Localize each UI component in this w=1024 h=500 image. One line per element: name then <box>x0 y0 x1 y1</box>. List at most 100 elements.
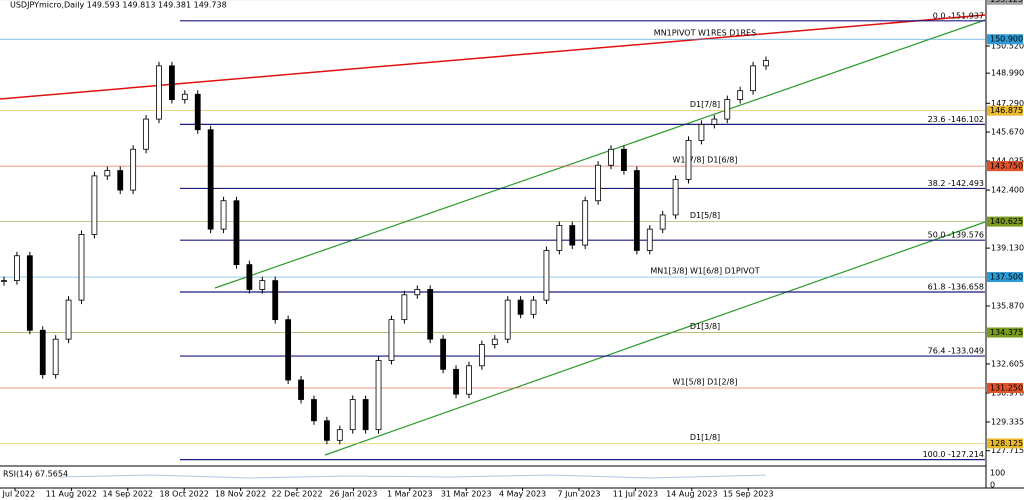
level-label: W1[7/8] D1[6/8] <box>672 156 737 165</box>
y-tick-label: 145.670 <box>991 128 1024 137</box>
candle <box>181 93 188 100</box>
x-tick-label: 14 Sep 2022 <box>102 490 153 499</box>
level-price-box <box>987 272 1023 283</box>
y-tick-label: 144.035 <box>991 157 1024 166</box>
candle <box>130 148 137 191</box>
channel-lower <box>324 221 986 456</box>
x-tick-label: 26 Jan 2023 <box>329 490 377 499</box>
candle <box>220 200 227 230</box>
candle <box>311 399 317 422</box>
candle <box>737 90 744 100</box>
level-price: 137.500 <box>990 273 1023 282</box>
candle <box>659 214 666 230</box>
x-tick-label: 11 Jul 2023 <box>613 490 658 499</box>
candle <box>401 294 408 321</box>
candle <box>763 60 769 67</box>
level-price: 140.625 <box>990 217 1023 226</box>
fib-label: 76.4 -133.049 <box>928 347 984 356</box>
y-tick-label: 135.870 <box>991 301 1024 310</box>
candle <box>530 299 537 315</box>
candle <box>569 225 576 246</box>
candle <box>427 289 434 340</box>
level-label: D1[1/8] <box>690 433 720 442</box>
candle <box>453 368 459 395</box>
fib-label: 100.0 -127.214 <box>923 450 984 459</box>
level-price: 143.750 <box>990 162 1023 171</box>
candle <box>285 319 292 381</box>
x-tick-label: 31 Mar 2023 <box>441 490 492 499</box>
candle <box>543 250 550 301</box>
level-label: MN1PIVOT W1RES D1RES <box>654 29 756 38</box>
rsi-line <box>59 474 767 479</box>
level-price-box <box>987 161 1023 172</box>
candle <box>65 299 72 340</box>
candle <box>440 338 447 370</box>
candle <box>466 365 472 395</box>
level-price-box <box>987 327 1023 338</box>
candle <box>724 99 731 120</box>
candle <box>633 170 640 251</box>
y-tick-label: 127.715 <box>991 446 1024 455</box>
candle <box>39 329 46 376</box>
y-tick-label: 139.130 <box>991 244 1024 253</box>
channel-upper <box>214 19 986 289</box>
candle <box>233 200 240 266</box>
candle <box>246 264 253 290</box>
level-price: 153.125 <box>990 0 1023 4</box>
y-tick-label: 132.605 <box>991 359 1024 368</box>
candle <box>117 170 124 191</box>
candle <box>491 338 498 345</box>
y-tick-label: 148.990 <box>991 69 1024 78</box>
candle <box>349 399 356 431</box>
rsi-label: RSI(14) 67.5654 <box>3 470 68 479</box>
x-tick-label: 14 Aug 2023 <box>666 490 717 499</box>
candle <box>621 148 627 171</box>
candle <box>26 255 33 331</box>
candle <box>478 344 485 367</box>
level-price-box <box>987 438 1023 449</box>
x-tick-label: 11 Aug 2022 <box>46 490 97 499</box>
fib-label: 23.6 -146.102 <box>928 115 984 124</box>
candle <box>14 255 20 281</box>
fib-label: 50.0 -139.576 <box>928 231 984 240</box>
rsi-tick-label: 0 <box>990 481 995 490</box>
candle <box>556 225 563 251</box>
candle <box>336 429 343 441</box>
candle <box>517 299 524 315</box>
candle <box>362 399 369 431</box>
candle <box>388 319 395 361</box>
y-tick-label: 147.290 <box>991 99 1024 108</box>
candle <box>104 170 111 177</box>
x-tick-label: 1 Mar 2023 <box>387 490 433 499</box>
y-tick-label: 150.520 <box>991 41 1024 50</box>
candle <box>143 118 149 150</box>
candle <box>78 234 85 301</box>
candle <box>194 93 201 131</box>
candle <box>414 289 421 296</box>
candle <box>168 65 175 100</box>
candle <box>52 338 59 376</box>
level-price-box <box>987 105 1023 116</box>
candle <box>323 420 330 441</box>
x-tick-label: 8 Jul 2022 <box>0 490 35 499</box>
level-price-box <box>987 34 1023 45</box>
level-price-box <box>987 216 1023 227</box>
fib-label: 0.0 -151.937 <box>933 11 984 20</box>
level-label: MN1[3/8] W1[6/8] D1PIVOT <box>650 267 759 276</box>
level-label: D1[5/8] <box>690 211 720 220</box>
y-tick-label: 129.335 <box>991 417 1024 426</box>
candle <box>608 148 614 166</box>
candle <box>504 299 511 340</box>
candle <box>646 228 653 251</box>
level-price: 128.125 <box>990 439 1023 448</box>
candle <box>595 164 602 202</box>
candle <box>672 179 679 216</box>
x-tick-label: 15 Sep 2023 <box>723 490 774 499</box>
rsi-tick-label: 100 <box>990 469 1005 478</box>
candle <box>207 129 214 230</box>
y-tick-label: 142.400 <box>991 186 1024 195</box>
candle <box>750 65 756 92</box>
candle <box>259 280 266 290</box>
level-price: 146.875 <box>990 106 1023 115</box>
